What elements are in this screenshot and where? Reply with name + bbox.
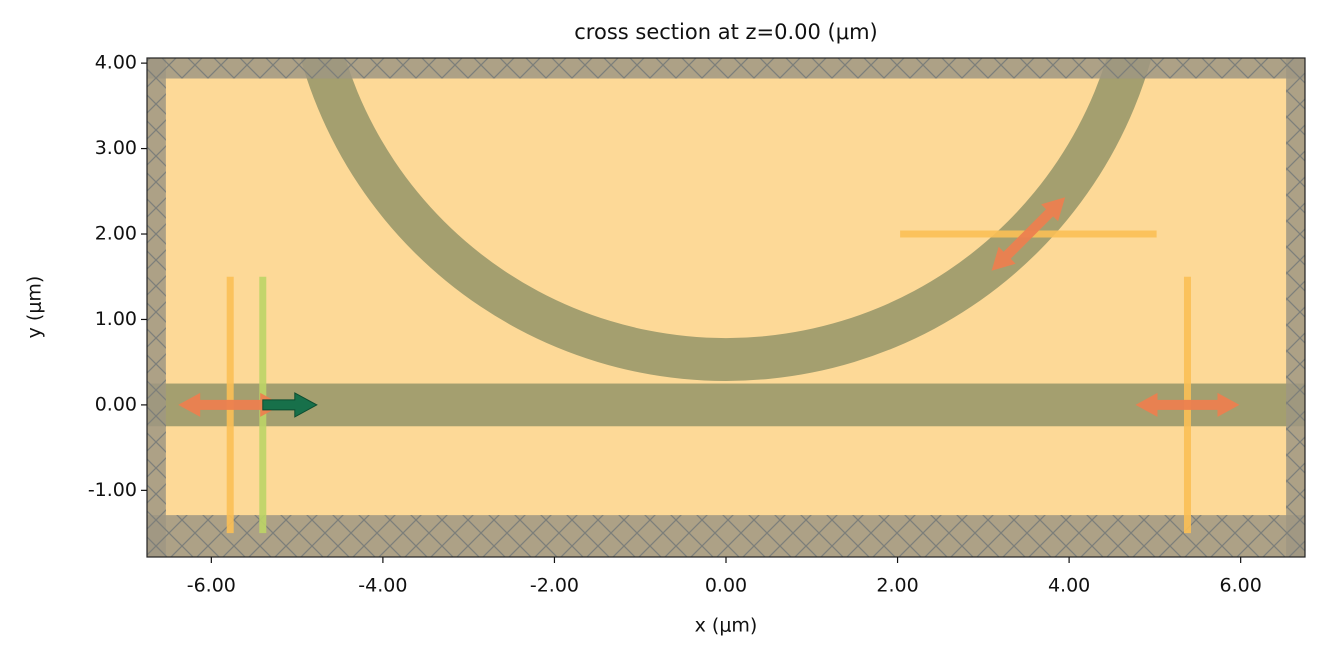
- x-tick-label: 2.00: [876, 575, 918, 597]
- plot-area: [147, 58, 1305, 557]
- y-tick-label: 2.00: [95, 223, 137, 245]
- y-tick-label: -1.00: [88, 479, 137, 501]
- monitor-arrow: [178, 392, 283, 417]
- pml-hatch: [147, 58, 1305, 79]
- monitor-arrow: [991, 197, 1066, 271]
- ring-resonator: [300, 58, 1152, 381]
- source-arrow: [262, 392, 318, 418]
- x-axis-label: x (μm): [695, 615, 758, 637]
- pml-hatch: [147, 515, 1305, 557]
- chart-title: cross section at z=0.00 (μm): [574, 20, 877, 44]
- x-tick-label: -2.00: [530, 575, 579, 597]
- monitor-arrow: [1135, 392, 1240, 417]
- x-tick-label: 0.00: [705, 575, 747, 597]
- pml-hatch: [1286, 58, 1305, 557]
- x-tick-label: 6.00: [1220, 575, 1262, 597]
- x-tick-label: -4.00: [358, 575, 407, 597]
- x-tick-label: 4.00: [1048, 575, 1090, 597]
- y-tick-label: 0.00: [95, 393, 137, 415]
- y-tick-label: 4.00: [95, 52, 137, 74]
- pml-hatch: [147, 58, 166, 557]
- y-tick-label: 1.00: [95, 308, 137, 330]
- x-tick-label: -6.00: [187, 575, 236, 597]
- simulation-background: [147, 58, 1305, 557]
- waveguide: [147, 383, 1305, 427]
- y-axis-label: y (μm): [24, 276, 46, 339]
- y-tick-label: 3.00: [95, 137, 137, 159]
